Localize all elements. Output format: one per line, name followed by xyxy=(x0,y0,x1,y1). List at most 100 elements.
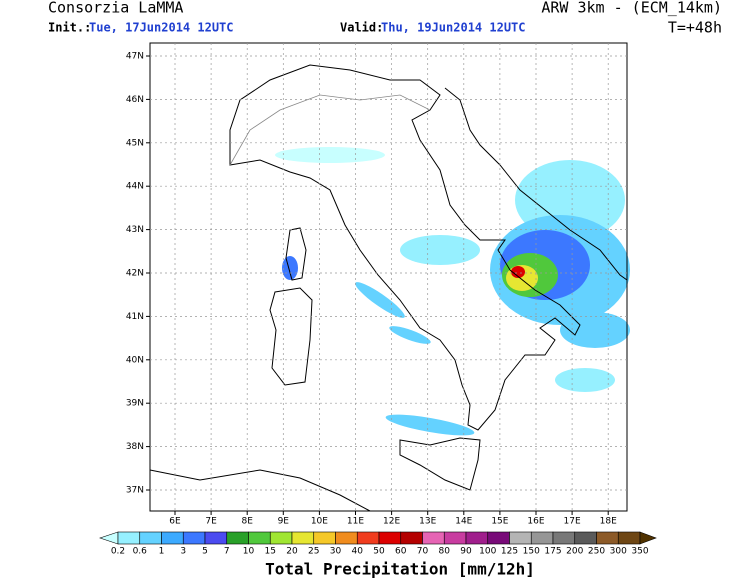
colorbar-label: 20 xyxy=(286,547,298,557)
colorbar-title: Total Precipitation [mm/12h] xyxy=(265,560,535,579)
coastline-sicily xyxy=(399,437,481,491)
lon-label: 16E xyxy=(527,517,544,527)
colorbar-segment xyxy=(400,531,423,545)
colorbar-segment xyxy=(487,531,510,545)
lat-label: 43N xyxy=(126,225,144,235)
colorbar-segment xyxy=(509,531,532,545)
colorbar-label: 1 xyxy=(159,547,165,557)
valid-label: Valid: xyxy=(340,21,383,35)
colorbar-label: 250 xyxy=(588,547,605,557)
colorbar-segment xyxy=(182,531,206,545)
colorbar-label: 90 xyxy=(460,547,472,557)
model: ARW 3km - (ECM_14km) xyxy=(541,0,722,17)
precipitation xyxy=(275,147,630,436)
colorbar-segment xyxy=(269,531,293,545)
lon-label: 12E xyxy=(383,517,400,527)
coastline-balkans xyxy=(444,87,628,281)
lat-label: 41N xyxy=(126,312,144,322)
lon-label: 6E xyxy=(169,517,181,527)
valid-time: Thu, 19Jun2014 12UTC xyxy=(381,21,526,35)
lat-label: 39N xyxy=(126,399,144,409)
map xyxy=(149,43,630,512)
colorbar-segment xyxy=(443,531,467,545)
precip-area xyxy=(511,266,525,278)
precip-area xyxy=(275,147,385,163)
lat-label: 40N xyxy=(126,355,144,365)
lat-label: 45N xyxy=(126,138,144,148)
lon-label: 17E xyxy=(564,517,581,527)
colorbar-label: 125 xyxy=(501,547,518,557)
colorbar-segment xyxy=(356,531,380,545)
colorbar-segment xyxy=(335,531,358,545)
precip-area xyxy=(282,256,298,280)
colorbar-label: 25 xyxy=(308,547,319,557)
colorbar-label: 60 xyxy=(395,547,407,557)
lon-label: 14E xyxy=(455,517,472,527)
colorbar-segment xyxy=(291,531,315,545)
precip-area xyxy=(560,312,630,348)
colorbar-segment xyxy=(596,531,619,545)
colorbar-label: 50 xyxy=(373,547,385,557)
colorbar-label: 350 xyxy=(631,547,648,557)
lon-label: 10E xyxy=(311,517,328,527)
colorbar-segment xyxy=(617,531,641,545)
precip-area xyxy=(400,235,480,265)
coastline-sardinia xyxy=(269,287,313,386)
lon-label: 13E xyxy=(419,517,436,527)
colorbar-label: 7 xyxy=(224,547,230,557)
lon-label: 15E xyxy=(491,517,508,527)
colorbar-segment xyxy=(574,531,597,545)
colorbar-label: 30 xyxy=(330,547,342,557)
lat-label: 38N xyxy=(126,442,144,452)
colorbar-segment xyxy=(226,531,249,545)
init-time: Tue, 17Jun2014 12UTC xyxy=(89,21,234,35)
precip-area xyxy=(389,326,431,344)
colorbar-segment xyxy=(161,531,184,545)
colorbar-segment xyxy=(313,531,336,545)
colorbar-segment xyxy=(422,531,445,545)
lon-label: 9E xyxy=(278,517,290,527)
colorbar-label: 0.2 xyxy=(111,547,125,557)
title: Consorzia LaMMA xyxy=(48,0,183,17)
lat-label: 44N xyxy=(126,182,144,192)
map-frame xyxy=(149,42,628,512)
lat-label: 47N xyxy=(126,52,144,62)
lat-label: 37N xyxy=(126,486,144,496)
coastline-africa xyxy=(149,469,371,512)
colorbar-segment xyxy=(530,531,554,545)
precip-area xyxy=(385,414,475,436)
lon-label: 11E xyxy=(347,517,364,527)
precip-area xyxy=(555,368,615,392)
lead-time: T=+48h xyxy=(668,19,722,37)
colorbar-label: 10 xyxy=(243,547,255,557)
colorbar-label: 40 xyxy=(352,547,364,557)
lat-label: 46N xyxy=(126,95,144,105)
colorbar-label: 70 xyxy=(417,547,429,557)
colorbar-segment xyxy=(204,531,228,545)
colorbar-label: 150 xyxy=(523,547,540,557)
precip-area xyxy=(355,282,405,318)
colorbar-segment xyxy=(139,531,162,545)
colorbar-label: 15 xyxy=(265,547,276,557)
colorbar-label: 5 xyxy=(202,547,208,557)
coastline-italy xyxy=(229,64,581,431)
lon-label: 8E xyxy=(241,517,253,527)
colorbar-segment xyxy=(465,531,489,545)
colorbar-label: 200 xyxy=(566,547,583,557)
colorbar-label: 175 xyxy=(544,547,561,557)
colorbar-cap xyxy=(99,531,119,545)
lon-label: 7E xyxy=(205,517,217,527)
colorbar-label: 100 xyxy=(479,547,496,557)
colorbar-label: 0.6 xyxy=(133,547,148,557)
colorbar-label: 80 xyxy=(439,547,451,557)
coastline-corsica xyxy=(285,227,307,281)
colorbar-segment xyxy=(117,531,141,545)
colorbar-segment xyxy=(378,531,402,545)
country-border xyxy=(229,94,431,166)
colorbar-cap xyxy=(639,531,657,545)
colorbar-segment xyxy=(248,531,271,545)
colorbar-label: 3 xyxy=(180,547,186,557)
colorbar-segment xyxy=(552,531,576,545)
lat-label: 42N xyxy=(126,269,144,279)
